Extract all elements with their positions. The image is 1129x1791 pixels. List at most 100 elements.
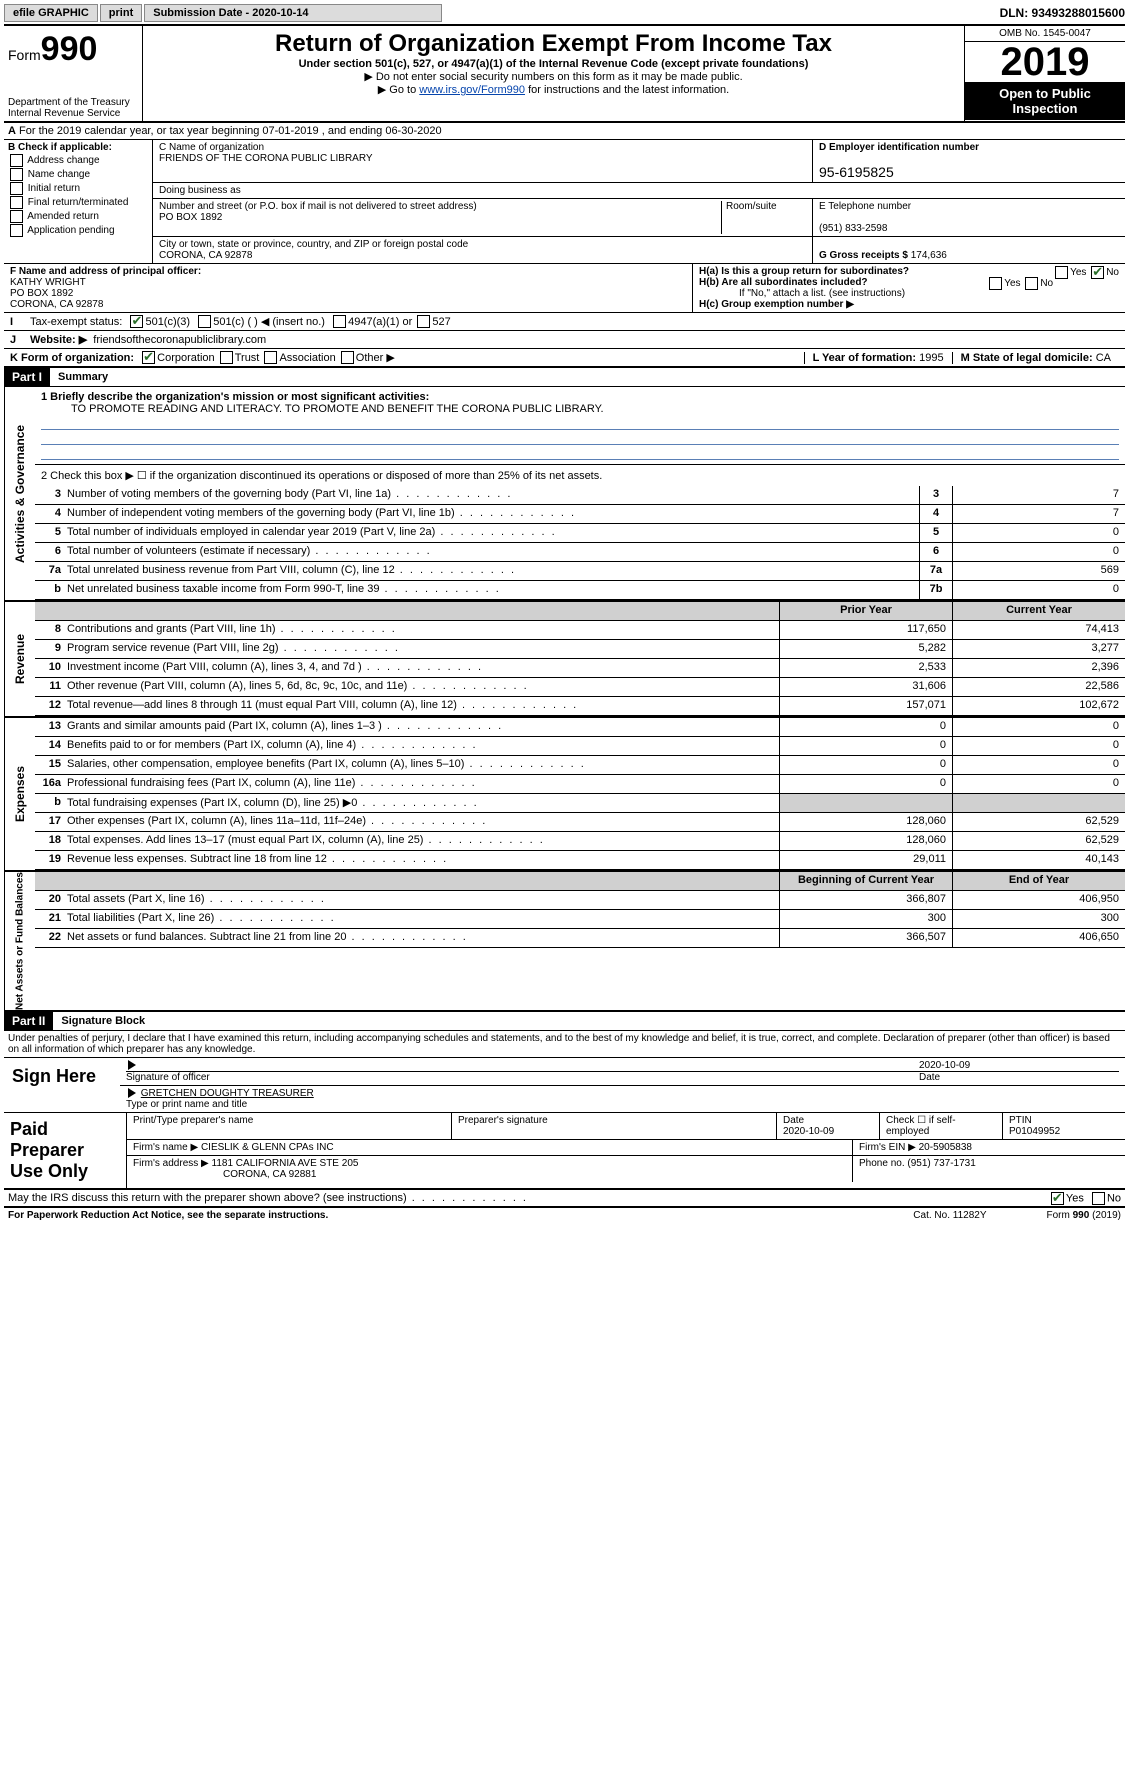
section-revenue: Revenue Prior YearCurrent Year 8Contribu… [4, 602, 1125, 718]
street-value: PO BOX 1892 [159, 212, 222, 223]
form-ref: Form 990 (2019) [1047, 1210, 1122, 1221]
prep-date: 2020-10-09 [783, 1126, 834, 1137]
discuss-no[interactable] [1092, 1192, 1105, 1205]
firm-addr2: CORONA, CA 92881 [133, 1169, 316, 1180]
part2-title: Signature Block [53, 1015, 145, 1027]
chk-501c[interactable] [198, 315, 211, 328]
section-netassets: Net Assets or Fund Balances Beginning of… [4, 872, 1125, 1012]
hdr-end-year: End of Year [952, 872, 1125, 890]
prep-sig-label: Preparer's signature [452, 1113, 777, 1139]
hdr-current-year: Current Year [952, 602, 1125, 620]
line-14: 14Benefits paid to or for members (Part … [35, 737, 1125, 756]
row-a-period: A For the 2019 calendar year, or tax yea… [4, 123, 1125, 140]
line-18: 18Total expenses. Add lines 13–17 (must … [35, 832, 1125, 851]
domicile: CA [1096, 352, 1111, 364]
domicile-label: M State of legal domicile: [961, 352, 1093, 364]
discuss-yes[interactable] [1051, 1192, 1064, 1205]
period-text: For the 2019 calendar year, or tax year … [19, 125, 442, 137]
form-header: Form990 Department of the Treasury Inter… [4, 24, 1125, 123]
paid-preparer-block: Paid Preparer Use Only Print/Type prepar… [4, 1113, 1125, 1190]
line-15: 15Salaries, other compensation, employee… [35, 756, 1125, 775]
part1-num: Part I [4, 368, 50, 386]
row-i: ITax-exempt status: 501(c)(3) 501(c) ( )… [4, 313, 1125, 331]
room-label: Room/suite [721, 201, 806, 234]
line-7a: 7aTotal unrelated business revenue from … [35, 562, 1125, 581]
perjury-text: Under penalties of perjury, I declare th… [4, 1031, 1125, 1058]
note2-post: for instructions and the latest informat… [525, 84, 729, 96]
irs-link[interactable]: www.irs.gov/Form990 [419, 84, 525, 96]
officer-addr2: CORONA, CA 92878 [10, 299, 103, 310]
q2-text: 2 Check this box ▶ ☐ if the organization… [35, 465, 1125, 486]
firm-phone-label: Phone no. [859, 1158, 905, 1169]
chk-other[interactable] [341, 351, 354, 364]
firm-ein: 20-5905838 [919, 1142, 972, 1153]
ha-no[interactable] [1091, 266, 1104, 279]
street-label: Number and street (or P.O. box if mail i… [159, 201, 477, 212]
line-5: 5Total number of individuals employed in… [35, 524, 1125, 543]
firm-name: CIESLIK & GLENN CPAs INC [201, 1142, 334, 1153]
section-governance: Activities & Governance 1 Briefly descri… [4, 387, 1125, 602]
form-subtitle: Under section 501(c), 527, or 4947(a)(1)… [147, 58, 960, 70]
footer: For Paperwork Reduction Act Notice, see … [4, 1208, 1125, 1223]
year-formation-label: L Year of formation: [813, 352, 917, 364]
chk-assoc[interactable] [264, 351, 277, 364]
print-button[interactable]: print [100, 4, 142, 22]
line-10: 10Investment income (Part VIII, column (… [35, 659, 1125, 678]
part1-title: Summary [50, 371, 108, 383]
note2-pre: ▶ Go to [378, 84, 419, 96]
firm-addr-label: Firm's address ▶ [133, 1158, 209, 1169]
line-20: 20Total assets (Part X, line 16)366,8074… [35, 891, 1125, 910]
section-expenses: Expenses 13Grants and similar amounts pa… [4, 718, 1125, 872]
q1-label: 1 Briefly describe the organization's mi… [41, 391, 429, 403]
line-11: 11Other revenue (Part VIII, column (A), … [35, 678, 1125, 697]
box-b-label: B Check if applicable: [8, 142, 112, 153]
hb-no[interactable] [1025, 277, 1038, 290]
dba-label: Doing business as [153, 183, 813, 198]
arrow-icon [128, 1060, 136, 1070]
firm-phone: (951) 737-1731 [907, 1158, 975, 1169]
submission-date: Submission Date - 2020-10-14 [144, 4, 442, 22]
prep-selfemp: Check ☐ if self-employed [880, 1113, 1003, 1139]
chk-pending: Application pending [8, 224, 148, 237]
tax-status-label: Tax-exempt status: [30, 316, 122, 328]
prep-name-label: Print/Type preparer's name [127, 1113, 452, 1139]
form-prefix: Form [8, 47, 41, 63]
chk-527[interactable] [417, 315, 430, 328]
row-j: JWebsite: ▶ friendsofthecoronapubliclibr… [4, 331, 1125, 349]
org-name: FRIENDS OF THE CORONA PUBLIC LIBRARY [159, 153, 373, 164]
open-to-public: Open to Public Inspection [965, 82, 1125, 120]
ha-yes[interactable] [1055, 266, 1068, 279]
pra-notice: For Paperwork Reduction Act Notice, see … [8, 1210, 328, 1221]
arrow-icon [128, 1088, 136, 1098]
line-9: 9Program service revenue (Part VIII, lin… [35, 640, 1125, 659]
net-header-row: Beginning of Current YearEnd of Year [35, 872, 1125, 891]
chk-4947[interactable] [333, 315, 346, 328]
dept-treasury: Department of the Treasury Internal Reve… [8, 97, 138, 119]
city-label: City or town, state or province, country… [159, 239, 468, 250]
cat-no: Cat. No. 11282Y [913, 1210, 986, 1221]
chk-501c3[interactable] [130, 315, 143, 328]
hb-note: If "No," attach a list. (see instruction… [699, 288, 1119, 299]
gross-value: 174,636 [911, 250, 947, 261]
website-value: friendsofthecoronapubliclibrary.com [93, 334, 266, 346]
part1-header: Part I Summary [4, 368, 1125, 387]
sig-officer-label: Signature of officer [126, 1071, 919, 1083]
line-6: 6Total number of volunteers (estimate if… [35, 543, 1125, 562]
ha-label: H(a) Is this a group return for subordin… [699, 266, 909, 277]
line-22: 22Net assets or fund balances. Subtract … [35, 929, 1125, 948]
officer-addr1: PO BOX 1892 [10, 288, 73, 299]
form-org-label: K Form of organization: [10, 352, 134, 364]
block-fh: F Name and address of principal officer:… [4, 264, 1125, 313]
firm-addr1: 1181 CALIFORNIA AVE STE 205 [212, 1158, 359, 1169]
gross-label: G Gross receipts $ [819, 250, 908, 261]
side-expenses: Expenses [4, 718, 35, 870]
row-k: K Form of organization: Corporation Trus… [4, 349, 1125, 368]
hb-yes[interactable] [989, 277, 1002, 290]
line-8: 8Contributions and grants (Part VIII, li… [35, 621, 1125, 640]
chk-trust[interactable] [220, 351, 233, 364]
year-formation: 1995 [919, 352, 943, 364]
chk-final: Final return/terminated [8, 196, 148, 209]
line-16a: 16aProfessional fundraising fees (Part I… [35, 775, 1125, 794]
chk-corp[interactable] [142, 351, 155, 364]
sign-here-block: Sign Here Signature of officer 2020-10-0… [4, 1058, 1125, 1113]
